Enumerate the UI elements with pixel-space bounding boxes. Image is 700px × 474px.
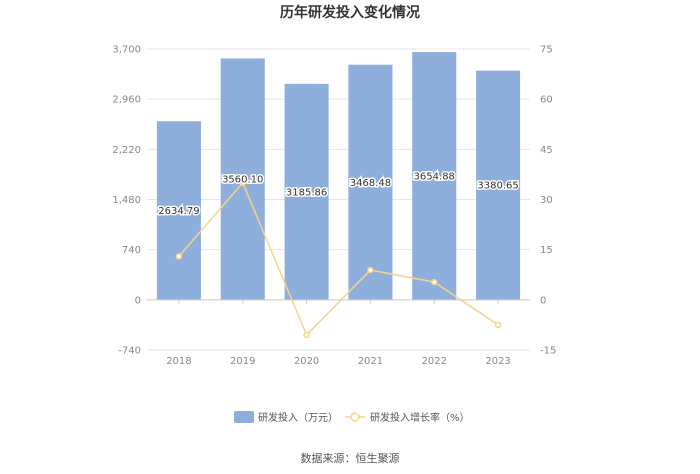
- data-source: 数据来源：恒生聚源: [301, 451, 400, 465]
- x-tick-label: 2022: [422, 356, 447, 367]
- bar-value-label: 3560.10: [222, 175, 263, 186]
- growth-rate-point: [175, 253, 183, 260]
- x-tick-label: 2018: [166, 356, 191, 367]
- bar-value-label: 2634.79: [158, 206, 199, 217]
- right-y-tick-label: 45: [540, 145, 553, 156]
- bar-data-labels: 2634.79 3560.10 3185.86 3468.48 3654.88 3380.…: [157, 170, 521, 219]
- bar: [412, 52, 457, 300]
- right-y-tick-label: 75: [540, 45, 553, 56]
- x-axis: 2018 2019 2020 2021 2022 2023: [147, 299, 530, 367]
- bar-value-label: 3468.48: [350, 178, 391, 189]
- left-y-tick-label: -740: [118, 346, 141, 357]
- bar-value-label: 3185.86: [286, 187, 327, 198]
- growth-rate-line: [178, 181, 499, 337]
- line-series: [175, 179, 502, 339]
- legend-line-marker: [350, 412, 360, 422]
- right-y-tick-label: 30: [540, 195, 553, 206]
- chart-title: 历年研发投入变化情况: [280, 4, 420, 21]
- bar-value-label: 3380.65: [477, 181, 518, 192]
- bar: [284, 83, 329, 300]
- bar-value-label: 3654.88: [414, 171, 455, 182]
- bar: [156, 121, 201, 300]
- legend-bar-label: 研发投入（万元）: [258, 411, 338, 424]
- left-y-tick-label: 3,700: [112, 45, 141, 56]
- growth-rate-point: [239, 179, 246, 187]
- x-tick-label: 2019: [230, 356, 255, 367]
- legend-bar-swatch: [234, 411, 254, 423]
- right-y-tick-label: 15: [540, 245, 553, 256]
- bar: [220, 58, 265, 300]
- growth-rate-point: [303, 331, 310, 339]
- right-y-axis: 75 60 45 30 15 0 -15: [540, 45, 556, 357]
- right-y-tick-label: 0: [540, 295, 546, 306]
- left-y-tick-label: 1,480: [112, 195, 141, 206]
- bar: [476, 70, 521, 300]
- bar: [348, 64, 393, 300]
- left-y-tick-label: 0: [135, 295, 141, 306]
- left-y-tick-label: 740: [122, 245, 141, 256]
- right-y-tick-label: 60: [540, 95, 553, 106]
- left-y-tick-label: 2,220: [112, 145, 141, 156]
- legend: 研发投入（万元） 研发投入增长率（%）: [234, 411, 470, 424]
- x-tick-label: 2020: [294, 356, 319, 367]
- left-y-axis: 3,700 2,960 2,220 1,480 740 0 -740: [112, 45, 141, 357]
- x-tick-label: 2021: [358, 356, 383, 367]
- right-y-tick-label: -15: [540, 346, 556, 357]
- x-tick-label: 2023: [485, 356, 510, 367]
- growth-rate-point: [367, 266, 374, 274]
- growth-rate-point: [431, 278, 438, 286]
- bar-series: [156, 52, 521, 300]
- grid-lines: [147, 48, 530, 351]
- growth-rate-point: [494, 321, 502, 329]
- left-y-tick-label: 2,960: [112, 95, 141, 106]
- legend-line-label: 研发投入增长率（%）: [370, 411, 470, 424]
